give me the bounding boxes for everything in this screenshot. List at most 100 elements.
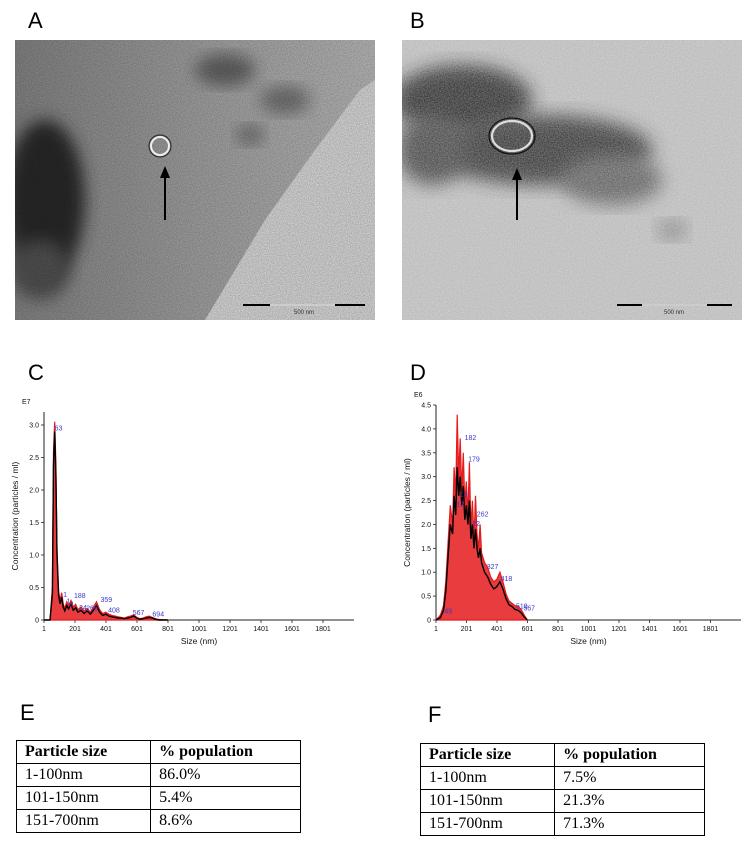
panel-letter-c: C [28, 360, 44, 385]
table-header-cell: Particle size [419, 743, 556, 767]
exponent-label: E7 [22, 399, 31, 406]
x-axis-label: Size (nm) [570, 636, 607, 646]
population-table-e: Particle size % population 1-100nm 86.0%… [15, 740, 301, 833]
peak-label: 262 [477, 511, 489, 518]
series-red-band [434, 414, 529, 621]
exponent-label: E6 [414, 392, 423, 399]
table-header-cell: % population [554, 743, 705, 767]
y-tick-label: 4.0 [421, 426, 431, 433]
y-tick-label: 1.0 [421, 570, 431, 577]
x-tick-label: 601 [522, 626, 534, 633]
population-table-f: Particle size % population 1-100nm 7.5% … [419, 743, 705, 836]
y-tick-label: 2.0 [29, 488, 39, 495]
peak-label: 182 [465, 435, 477, 442]
peak-label: 22 [472, 521, 480, 528]
x-tick-label: 201 [69, 626, 81, 633]
panel-letter-a: A [28, 8, 43, 33]
table-cell: 101-150nm [419, 789, 556, 813]
series-mean-line [435, 467, 528, 621]
peak-label: 567 [133, 610, 145, 617]
peak-label: 327 [487, 564, 499, 571]
y-axis-label: Concentration (particles / ml) [402, 458, 412, 567]
scale-label-b: 500 nm [664, 310, 684, 316]
peak-label: 49 [444, 608, 452, 615]
table-cell: 7.5% [554, 766, 705, 790]
table-cell: 1-100nm [419, 766, 556, 790]
peak-label: 13 [460, 492, 468, 499]
table-cell: 1-100nm [15, 763, 152, 787]
x-tick-label: 1601 [284, 626, 300, 633]
y-tick-label: 1.5 [421, 546, 431, 553]
peak-label: 188 [74, 593, 86, 600]
table-cell: 151-700nm [15, 809, 152, 833]
table-row: 151-700nm 8.6% [15, 809, 301, 833]
x-tick-label: 201 [461, 626, 473, 633]
peak-label: 408 [108, 608, 120, 615]
peak-label: 1 [67, 598, 71, 605]
peak-label: 418 [501, 576, 513, 583]
table-cell: 101-150nm [15, 786, 152, 810]
peak-label: 519 [516, 603, 528, 610]
y-tick-label: 3.0 [421, 474, 431, 481]
panel-letter-b: B [410, 8, 425, 33]
x-tick-label: 401 [100, 626, 112, 633]
vesicle-b [490, 119, 534, 153]
x-tick-label: 1201 [611, 626, 627, 633]
peak-label: 359 [100, 597, 112, 604]
peak-label: 2 [70, 602, 74, 609]
x-tick-label: 1 [42, 626, 46, 633]
x-tick-label: 1801 [703, 626, 719, 633]
table-header-cell: Particle size [15, 740, 152, 764]
x-tick-label: 1401 [642, 626, 658, 633]
peak-label: 63 [55, 426, 63, 433]
x-tick-label: 1201 [222, 626, 238, 633]
peak-label: 1 [63, 592, 67, 599]
y-tick-label: 0 [427, 618, 431, 625]
table-cell: 151-700nm [419, 812, 556, 836]
peak-label: 266 [86, 606, 98, 613]
peak-label: 694 [152, 611, 164, 618]
table-row: 101-150nm 21.3% [419, 789, 705, 813]
x-tick-label: 801 [162, 626, 174, 633]
table-row: 101-150nm 5.4% [15, 786, 301, 810]
y-tick-label: 0 [35, 618, 39, 625]
x-tick-label: 601 [131, 626, 143, 633]
tem-image-b: 500 nm [402, 40, 742, 320]
peak-label: 179 [468, 456, 480, 463]
table-cell: 86.0% [150, 763, 301, 787]
y-tick-label: 1.0 [29, 553, 39, 560]
scale-label-a: 500 nm [294, 310, 314, 316]
y-tick-label: 0.5 [421, 594, 431, 601]
y-tick-label: 0.5 [29, 585, 39, 592]
peak-label: 24 [79, 605, 87, 612]
y-tick-label: 4.5 [421, 403, 431, 410]
table-cell: 71.3% [554, 812, 705, 836]
y-tick-label: 3.0 [29, 423, 39, 430]
table-header-row: Particle size % population [15, 740, 301, 764]
y-tick-label: 2.5 [421, 498, 431, 505]
y-tick-label: 2.0 [421, 522, 431, 529]
table-row: 1-100nm 7.5% [419, 766, 705, 790]
chart-d: 0 0.5 1.0 1.5 2.0 2.5 3.0 3.5 4.0 4.5 1 201 401 601 80… [388, 390, 748, 660]
vesicle-a [150, 136, 170, 156]
x-tick-label: 1801 [315, 626, 331, 633]
peak-label: 567 [523, 605, 535, 612]
panel-letter-e: E [20, 700, 35, 725]
x-axis-label: Size (nm) [181, 636, 218, 646]
table-row: 151-700nm 71.3% [419, 812, 705, 836]
chart-c: 0 0.5 1.0 1.5 2.0 2.5 3.0 1 201 401 601 801 1001 1201… [0, 390, 370, 660]
table-cell: 5.4% [150, 786, 301, 810]
table-header-row: Particle size % population [419, 743, 705, 767]
y-tick-label: 2.5 [29, 455, 39, 462]
x-tick-label: 1001 [191, 626, 207, 633]
tem-image-a: 500 nm [15, 40, 375, 320]
x-tick-label: 1601 [672, 626, 688, 633]
table-header-cell: % population [150, 740, 301, 764]
y-tick-label: 3.5 [421, 450, 431, 457]
table-cell: 21.3% [554, 789, 705, 813]
series-red-band [44, 421, 168, 621]
y-tick-label: 1.5 [29, 520, 39, 527]
x-tick-label: 1001 [581, 626, 597, 633]
table-row: 1-100nm 86.0% [15, 763, 301, 787]
table-cell: 8.6% [150, 809, 301, 833]
